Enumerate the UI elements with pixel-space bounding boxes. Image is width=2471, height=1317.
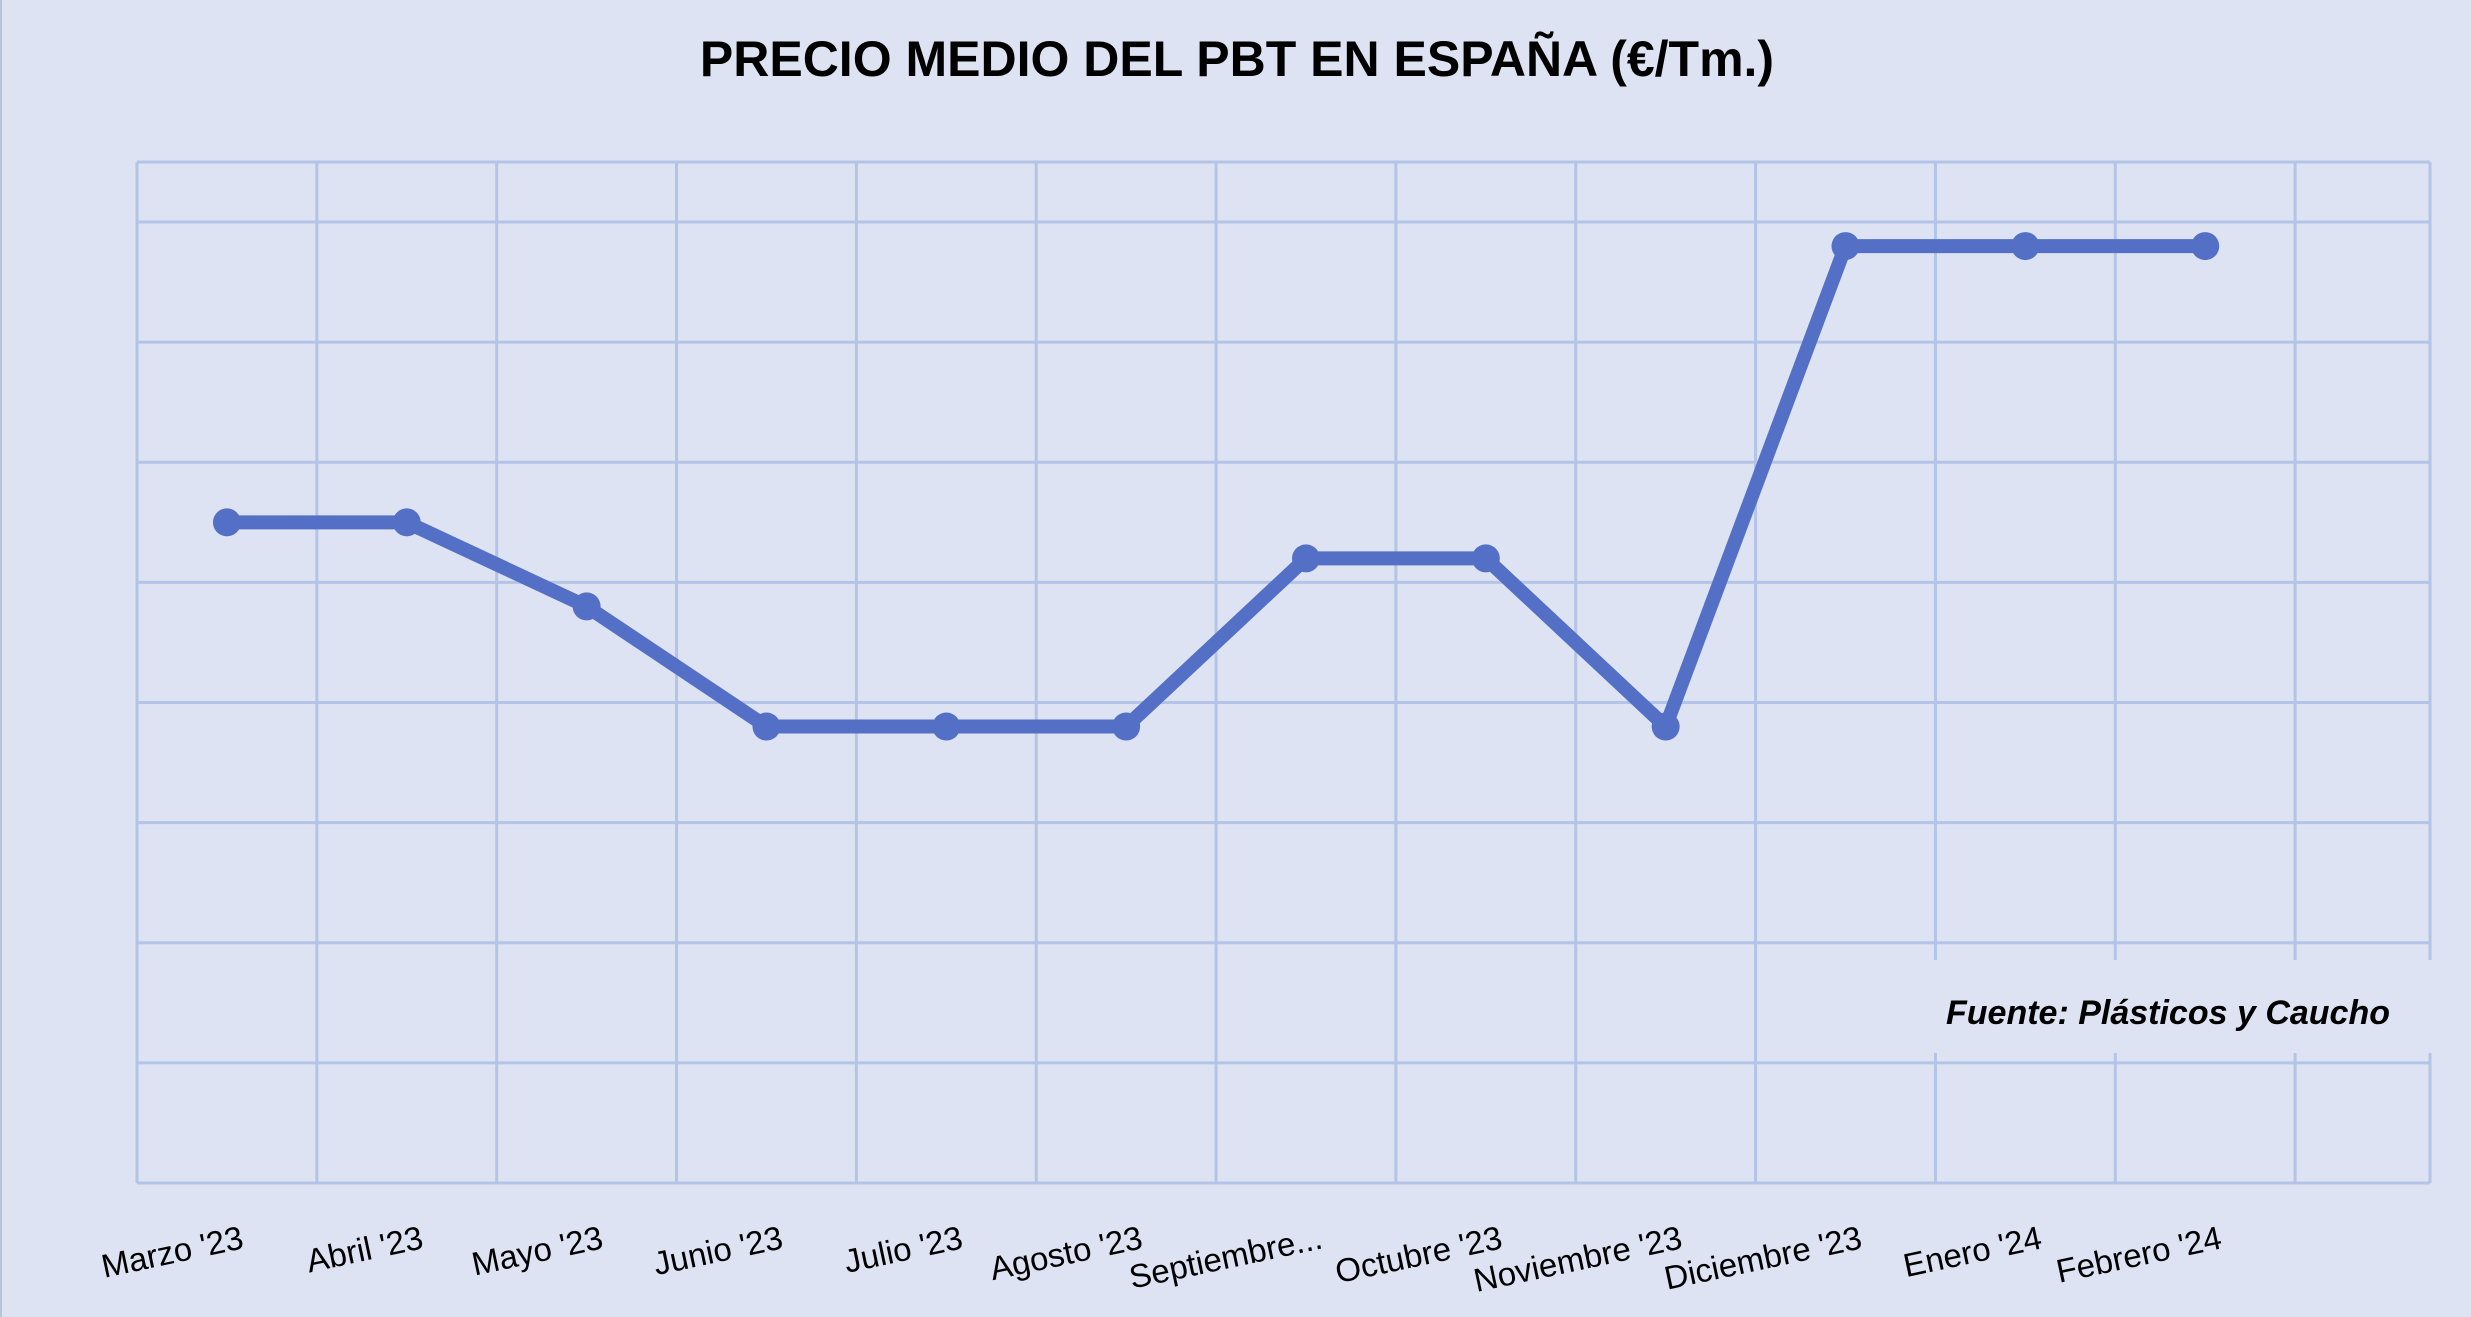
x-tick-label-4: Julio '23 — [841, 1219, 966, 1280]
x-tick-label-10: Enero '24 — [1900, 1219, 2045, 1284]
data-point-2 — [572, 592, 601, 621]
x-tick-label-6: Septiembre... — [1126, 1219, 1326, 1296]
data-point-5 — [1112, 712, 1141, 741]
x-tick-label-0: Marzo '23 — [98, 1219, 246, 1285]
data-point-0 — [212, 508, 241, 537]
source-annotation: Fuente: Plásticos y Caucho — [1946, 994, 2390, 1032]
data-point-4 — [932, 712, 961, 741]
data-point-7 — [1471, 544, 1500, 573]
series-layer — [212, 232, 2220, 741]
data-point-6 — [1291, 544, 1320, 573]
x-tick-label-3: Junio '23 — [650, 1219, 786, 1282]
x-tick-label-1: Abril '23 — [303, 1219, 426, 1280]
x-tick-label-8: Noviembre '23 — [1470, 1219, 1685, 1299]
annotation-background — [1932, 960, 2432, 1053]
x-tick-label-9: Diciembre '23 — [1661, 1219, 1865, 1297]
data-point-1 — [392, 508, 421, 537]
x-tick-label-11: Febrero '24 — [2053, 1219, 2225, 1290]
chart-title: PRECIO MEDIO DEL PBT EN ESPAÑA (€/Tm.) — [700, 31, 1774, 87]
x-axis-ticks: Marzo '23 Abril '23 Mayo '23 Junio '23 Julio… — [98, 1219, 2225, 1299]
data-point-3 — [752, 712, 781, 741]
data-point-8 — [1651, 712, 1680, 741]
data-point-10 — [2011, 232, 2040, 261]
data-point-11 — [2191, 232, 2220, 261]
x-tick-label-2: Mayo '23 — [468, 1219, 606, 1283]
series-line-0 — [219, 239, 2213, 734]
annotation-band — [1932, 960, 2432, 1053]
x-tick-label-5: Agosto '23 — [986, 1219, 1145, 1287]
data-point-9 — [1831, 232, 1860, 261]
